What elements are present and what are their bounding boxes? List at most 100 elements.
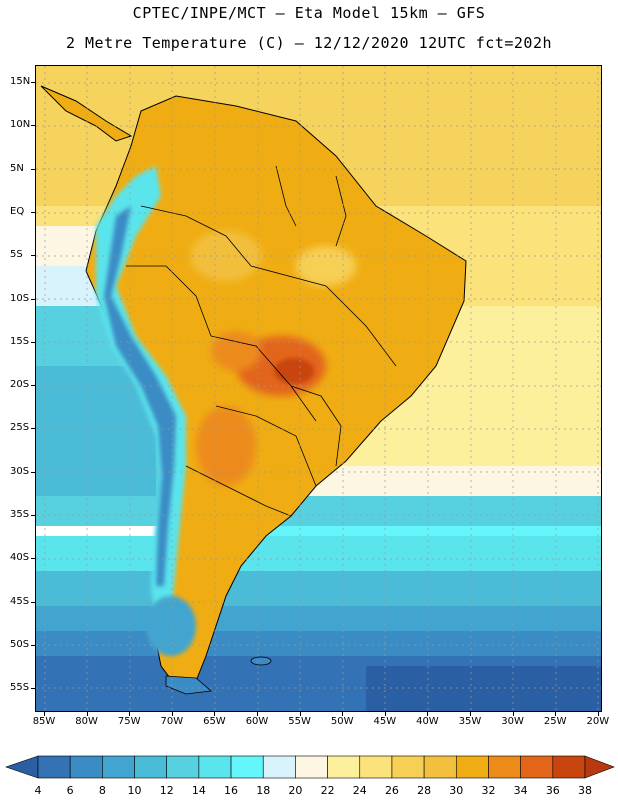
latitude-label: 5N — [10, 162, 24, 174]
central-america-land — [40, 85, 133, 142]
latitude-tick — [31, 601, 36, 603]
latitude-tick — [31, 558, 36, 560]
longitude-tick — [470, 711, 471, 716]
colorbar-swatch — [327, 755, 361, 779]
colorbar-label: 28 — [417, 784, 432, 797]
latitude-tick — [31, 515, 36, 516]
longitude-tick — [257, 711, 258, 716]
latitude-tick — [31, 385, 36, 387]
colorbar-low-arrow — [5, 755, 39, 779]
colorbar-swatch — [102, 755, 135, 779]
longitude-tick — [129, 711, 131, 716]
lat-lon-grid — [36, 66, 601, 711]
colorbar-label: 20 — [288, 784, 303, 797]
longitude-label: 70W — [160, 716, 184, 727]
longitude-tick — [427, 711, 429, 716]
hot-region — [196, 406, 256, 486]
longitude-label: 80W — [75, 716, 98, 727]
colorbar-label: 32 — [481, 784, 496, 797]
longitude-tick — [555, 711, 557, 716]
latitude-tick — [31, 688, 36, 690]
longitude-label: 50W — [330, 716, 354, 727]
longitude-tick — [342, 711, 344, 716]
latitude-tick — [31, 644, 36, 646]
latitude-label: 35S — [10, 509, 30, 520]
colorbar-swatch — [166, 755, 200, 779]
longitude-tick — [214, 711, 216, 716]
colorbar-label: 14 — [191, 784, 206, 797]
ocean-band — [36, 571, 601, 611]
latitude-label: 55S — [10, 682, 30, 694]
coastal-cool — [146, 596, 196, 656]
colorbar-swatch — [520, 755, 554, 779]
longitude-tick — [597, 711, 599, 716]
ocean-band — [366, 666, 601, 711]
longitude-label: 35W — [458, 716, 482, 727]
colorbar-swatch — [488, 755, 521, 779]
colorbar-swatch — [198, 755, 232, 779]
longitude-tick — [384, 711, 386, 716]
colorbar-label: 18 — [256, 784, 271, 797]
longitude-label: 30W — [501, 716, 524, 727]
map-title-line1: CPTEC/INPE/MCT – Eta Model 15km – GFS — [132, 4, 486, 22]
latitude-label: EQ — [10, 205, 25, 217]
colorbar-label: 24 — [352, 784, 367, 797]
hot-region — [211, 331, 261, 371]
colorbar-label: 30 — [449, 784, 464, 797]
colorbar-swatch — [134, 755, 168, 779]
latitude-tick — [31, 168, 36, 170]
colorbar-label: 10 — [127, 784, 142, 797]
map-title-line2: 2 Metre Temperature (C) – 12/12/2020 12U… — [65, 34, 553, 52]
hot-region — [274, 358, 314, 384]
colorbar-high-arrow — [584, 755, 615, 779]
latitude-label: 15S — [10, 335, 30, 347]
latitude-tick — [31, 298, 36, 300]
latitude-label: 15N — [10, 76, 31, 87]
temperature-map[interactable] — [35, 65, 602, 712]
falklands — [250, 656, 272, 666]
map-canvas — [36, 66, 601, 711]
colorbar-swatch — [455, 755, 489, 779]
colorbar-label: 4 — [34, 784, 42, 797]
latitude-tick — [31, 471, 36, 473]
longitude-tick — [44, 711, 45, 716]
andes-cool-core — [104, 206, 176, 586]
colorbar-label: 26 — [384, 784, 399, 797]
latitude-label: 10S — [10, 292, 30, 304]
longitude-label: 20W — [586, 716, 610, 727]
amazon-cool — [296, 246, 356, 286]
colorbar-swatch — [230, 755, 264, 779]
latitude-label: 30S — [10, 465, 30, 477]
longitude-label: 85W — [32, 716, 56, 727]
longitude-label: 60W — [245, 716, 269, 727]
colorbar-swatch — [391, 755, 425, 779]
colorbar-swatch — [69, 755, 103, 779]
longitude-tick — [299, 711, 301, 716]
latitude-tick — [31, 255, 36, 257]
colorbar-label: 6 — [66, 784, 74, 797]
latitude-tick — [31, 428, 36, 430]
colorbar — [5, 755, 615, 779]
tierra-del-fuego — [165, 675, 212, 695]
latitude-label: 40S — [10, 552, 30, 564]
latitude-label: 5S — [10, 249, 23, 261]
colorbar-swatch — [37, 755, 71, 779]
amazon-cool — [191, 231, 261, 281]
latitude-label: 25S — [10, 422, 30, 434]
colorbar-label: 12 — [159, 784, 174, 797]
longitude-label: 40W — [416, 716, 439, 727]
longitude-label: 45W — [373, 716, 397, 727]
colorbar-swatch — [552, 755, 586, 779]
longitude-tick — [86, 711, 88, 716]
country-borders — [126, 165, 397, 517]
colorbar-label: 34 — [513, 784, 528, 797]
colorbar-label: 36 — [545, 784, 560, 797]
longitude-label: 25W — [543, 716, 567, 727]
colorbar-swatch — [295, 755, 328, 779]
longitude-tick — [512, 711, 514, 716]
colorbar-label: 38 — [578, 784, 592, 797]
ocean-band — [36, 496, 601, 526]
ocean-band — [36, 366, 156, 496]
latitude-tick — [31, 82, 36, 83]
colorbar-label: 16 — [224, 784, 239, 797]
